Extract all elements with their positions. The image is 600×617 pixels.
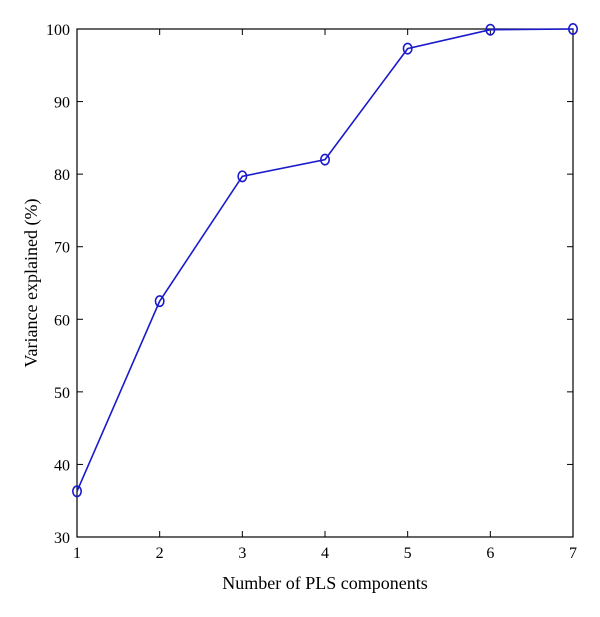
y-axis: 30 40 50 60 70 80 90 100 bbox=[46, 22, 573, 547]
x-tick-label: 3 bbox=[238, 545, 246, 562]
y-tick-label: 40 bbox=[54, 457, 70, 474]
y-tick-label: 60 bbox=[54, 312, 70, 329]
data-point-marker bbox=[402, 42, 413, 55]
x-tick-label: 7 bbox=[569, 545, 577, 562]
series-line bbox=[76, 28, 574, 492]
x-tick-label: 2 bbox=[156, 545, 164, 562]
x-tick-label: 5 bbox=[404, 545, 412, 562]
plot-frame bbox=[76, 28, 574, 538]
y-tick-label: 90 bbox=[54, 95, 70, 112]
x-tick-label: 6 bbox=[486, 545, 494, 562]
data-point-marker bbox=[72, 485, 83, 498]
x-axis: 1 2 3 4 5 6 7 bbox=[73, 29, 577, 562]
data-point-marker bbox=[567, 22, 578, 35]
series-layer bbox=[72, 22, 578, 498]
y-tick-label: 80 bbox=[54, 167, 70, 184]
data-point-marker bbox=[319, 153, 330, 166]
data-point-marker bbox=[485, 23, 496, 36]
x-tick-label: 1 bbox=[73, 545, 81, 562]
y-axis-title: Variance explained (%) bbox=[21, 199, 42, 368]
data-point-marker bbox=[154, 295, 165, 308]
y-tick-label: 70 bbox=[54, 240, 70, 257]
y-tick-label: 100 bbox=[46, 22, 70, 39]
x-axis-title: Number of PLS components bbox=[222, 573, 427, 593]
data-point-marker bbox=[237, 170, 248, 183]
y-tick-label: 30 bbox=[54, 530, 70, 547]
x-tick-label: 4 bbox=[321, 545, 329, 562]
y-tick-label: 50 bbox=[54, 385, 70, 402]
